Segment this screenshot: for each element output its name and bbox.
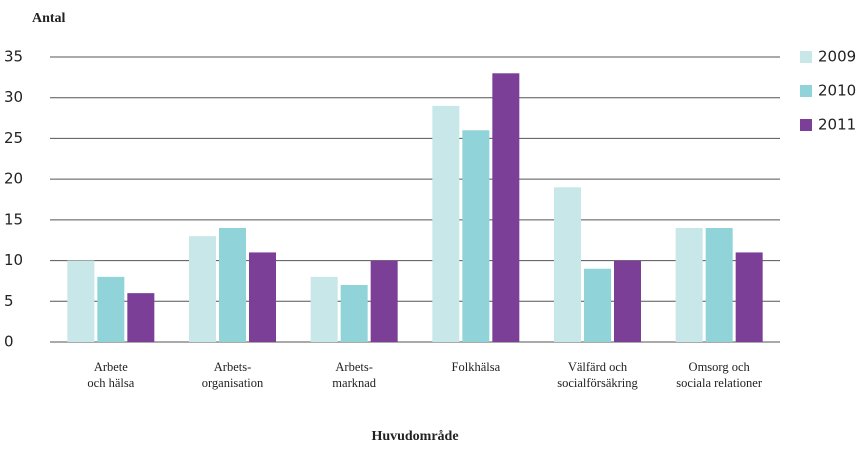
bar: [705, 228, 733, 342]
bar: [340, 285, 368, 342]
y-tick-label: 25: [4, 129, 23, 147]
bar: [67, 260, 95, 342]
bar: [675, 228, 703, 342]
x-tick-label: Arbets-organisation: [202, 360, 264, 390]
y-tick-label: 0: [4, 333, 14, 351]
x-tick-label: Arbets-marknad: [332, 360, 376, 390]
bar: [310, 276, 338, 342]
legend-label: 2011: [818, 116, 856, 134]
y-tick-label: 5: [4, 292, 14, 310]
bar: [735, 252, 763, 342]
bar: [189, 236, 216, 342]
y-tick-label: 10: [4, 251, 23, 269]
bar: [432, 105, 460, 342]
y-tick-label: 30: [4, 88, 23, 106]
bar: [127, 293, 155, 342]
x-tick-label: Omsorg och sociala relationer: [676, 360, 763, 390]
bar: [584, 268, 611, 342]
y-tick-label: 15: [4, 210, 23, 228]
bar: [249, 252, 276, 342]
y-tick-label: 20: [4, 170, 23, 188]
x-tick-label: Arbete och hälsa: [87, 360, 134, 390]
bar: [97, 276, 125, 342]
y-tick-label: 35: [4, 48, 23, 66]
legend-label: 2009: [818, 48, 856, 66]
legend-swatch: [800, 119, 812, 131]
legend-label: 2010: [818, 82, 856, 100]
bar: [370, 260, 398, 342]
bar: [614, 260, 641, 342]
bar: [219, 228, 246, 342]
bar: [462, 130, 490, 342]
x-tick-label: Folkhälsa: [452, 360, 501, 374]
legend-swatch: [800, 51, 812, 63]
y-axis-title: Antal: [32, 11, 66, 26]
legend-swatch: [800, 85, 812, 97]
bar: [554, 187, 581, 342]
x-axis-title: Huvudområde: [371, 429, 458, 444]
x-tick-label: Välfärd och socialförsäkring: [557, 360, 638, 390]
bar: [492, 73, 520, 343]
